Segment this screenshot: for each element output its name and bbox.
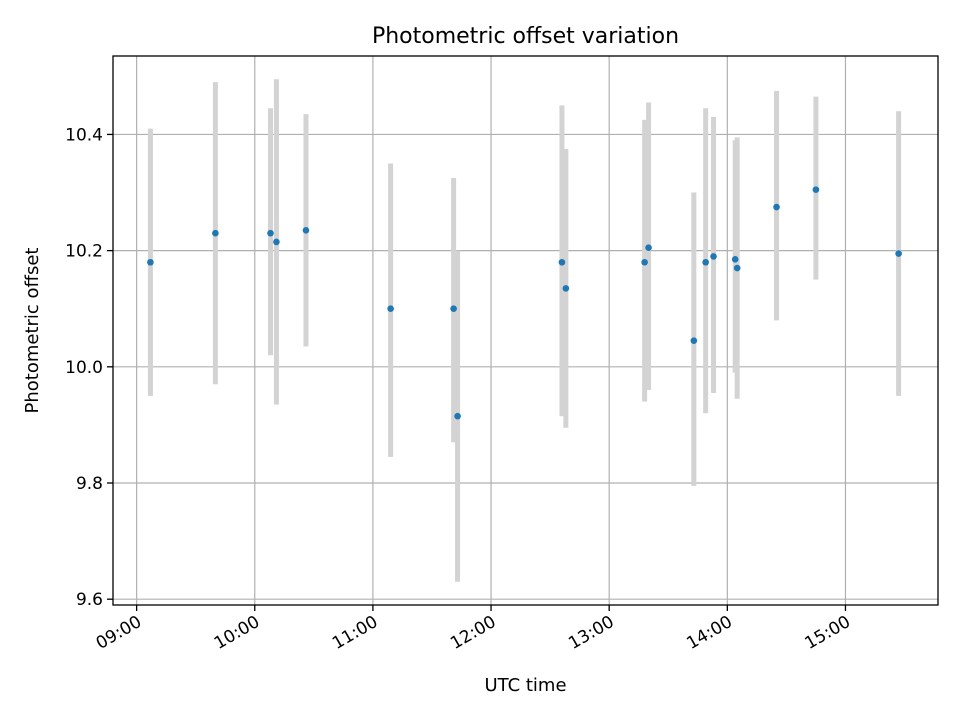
- plot-area: [113, 56, 938, 605]
- data-point: [773, 203, 780, 211]
- data-point: [812, 186, 820, 193]
- data-point: [895, 250, 902, 257]
- data-point: [267, 229, 274, 237]
- data-point: [645, 244, 652, 252]
- y-tick-label: 9.8: [76, 474, 103, 494]
- data-point: [454, 412, 461, 420]
- data-point: [641, 258, 648, 266]
- data-point: [387, 305, 394, 313]
- grid: [113, 56, 938, 605]
- data-point: [450, 305, 457, 313]
- data-point: [562, 285, 570, 292]
- y-axis-ticks: 9.6 9.8 10.0 10.2 10.4: [65, 125, 113, 610]
- data-point: [710, 253, 717, 260]
- data-point: [733, 264, 741, 272]
- data-point: [302, 226, 310, 234]
- data-point: [212, 229, 219, 237]
- y-tick-label: 10.4: [65, 125, 103, 145]
- data-point: [273, 238, 280, 246]
- data-points: [147, 186, 902, 420]
- data-point: [731, 256, 739, 263]
- axes-frame: [112, 55, 939, 606]
- data-point: [558, 258, 566, 266]
- x-axis-label: UTC time: [484, 675, 566, 696]
- data-point: [690, 337, 698, 344]
- data-point: [702, 258, 709, 266]
- chart-title: Photometric offset variation: [372, 24, 679, 49]
- data-point: [147, 258, 154, 266]
- y-tick-label: 9.6: [76, 590, 103, 610]
- y-tick-label: 10.0: [65, 358, 103, 378]
- y-tick-label: 10.2: [65, 242, 103, 262]
- y-axis-label: Photometric offset: [22, 248, 43, 414]
